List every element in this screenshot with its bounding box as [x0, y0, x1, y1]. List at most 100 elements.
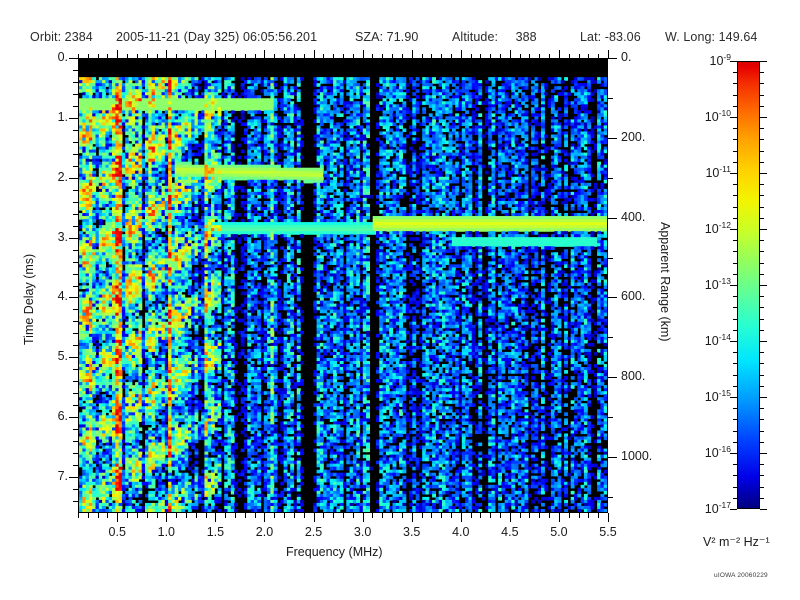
colorbar-tick-major	[760, 453, 767, 454]
colorbar-exponent: -17	[718, 500, 731, 510]
x-tick-minor	[598, 513, 600, 518]
colorbar-tick-minor	[733, 161, 737, 163]
x-tick-label: 5.5	[599, 525, 617, 539]
x-tick-label: 3.0	[353, 525, 372, 539]
x-tick-major	[264, 513, 266, 522]
y-left-tick-minor	[73, 81, 78, 83]
colorbar-tick-minor	[733, 363, 737, 365]
colorbar-tick-minor	[733, 486, 737, 488]
y-right-tick-minor	[608, 97, 613, 99]
colorbar-tick-minor	[733, 72, 737, 74]
x-tick-minor-top	[401, 54, 403, 58]
x-tick-minor-top	[274, 54, 276, 58]
colorbar-tick-minor	[733, 441, 737, 443]
colorbar-tick-minor	[760, 206, 764, 208]
x-tick-minor	[490, 513, 492, 518]
x-tick-major-top	[509, 50, 511, 58]
colorbar-tick-major	[730, 509, 737, 510]
y-right-tick-major	[608, 457, 617, 459]
header-label-sza: SZA:	[355, 30, 384, 44]
x-tick-major	[509, 513, 511, 522]
colorbar-tick-minor	[733, 150, 737, 152]
x-tick-minor	[333, 513, 335, 518]
x-tick-minor-top	[176, 54, 178, 58]
x-tick-minor	[293, 513, 295, 518]
colorbar-tick-minor	[733, 128, 737, 130]
colorbar-tick-major	[730, 117, 737, 118]
y-left-tick-major	[69, 477, 78, 479]
y-left-tick-minor	[73, 273, 78, 275]
colorbar-tick-minor	[760, 307, 764, 309]
x-tick-label: 4.5	[501, 525, 519, 539]
colorbar-tick-major	[760, 117, 767, 118]
y-left-tick-minor	[73, 369, 78, 371]
x-axis-title: Frequency (MHz)	[286, 545, 383, 559]
x-tick-major	[313, 513, 315, 522]
header-field-altitude: Altitude: 388	[452, 30, 537, 44]
colorbar-tick-minor	[760, 251, 764, 253]
colorbar-tick-major	[760, 173, 767, 174]
x-tick-label: 4.0	[452, 525, 470, 539]
colorbar-tick-minor	[733, 352, 737, 354]
colorbar-tick-minor	[733, 94, 737, 96]
colorbar-tick-minor	[760, 352, 764, 354]
colorbar-tick-minor	[733, 475, 737, 477]
x-tick-major-top	[362, 50, 364, 58]
y-left-tick-major	[69, 297, 78, 299]
credit-label: uIOWA 20060229	[714, 572, 768, 579]
x-tick-minor	[107, 513, 109, 518]
colorbar-tick-minor	[733, 497, 737, 499]
x-tick-major	[215, 513, 217, 522]
x-tick-minor	[303, 513, 305, 518]
x-tick-major	[411, 513, 413, 522]
colorbar-tick-minor	[760, 150, 764, 152]
x-tick-minor	[195, 513, 197, 518]
header-value-wlong: 149.64	[718, 30, 758, 44]
header-value-orbit: 2384	[64, 30, 93, 44]
colorbar-tick-major	[730, 453, 737, 454]
x-tick-minor	[450, 513, 452, 518]
x-tick-minor-top	[235, 54, 237, 58]
x-tick-minor	[441, 513, 443, 518]
x-tick-minor	[87, 513, 89, 518]
y-right-tick-label: 800.	[621, 369, 646, 384]
x-tick-minor-top	[421, 54, 423, 58]
colorbar-tick-minor	[760, 161, 764, 163]
x-tick-minor-top	[490, 54, 492, 58]
spectrogram-image	[79, 77, 607, 512]
y-left-tick-major	[69, 417, 78, 419]
y-left-tick-minor	[73, 213, 78, 215]
x-tick-minor-top	[185, 54, 187, 58]
y-right-tick-label: 400.	[621, 209, 646, 224]
x-tick-minor	[235, 513, 237, 518]
colorbar-tick-minor	[760, 195, 764, 197]
colorbar-tick-minor	[760, 329, 764, 331]
y-left-tick-minor	[73, 333, 78, 335]
x-tick-minor-top	[254, 54, 256, 58]
y-left-tick-minor	[73, 453, 78, 455]
x-tick-minor-top	[372, 54, 374, 58]
colorbar-tick-label: 10-17	[669, 500, 731, 516]
y-right-tick-minor	[608, 497, 613, 499]
x-tick-minor	[549, 513, 551, 518]
y-left-tick-minor	[73, 225, 78, 227]
x-tick-major	[117, 513, 119, 522]
ionogram-plot-area	[78, 58, 608, 513]
x-tick-minor-top	[441, 54, 443, 58]
x-tick-minor-top	[303, 54, 305, 58]
colorbar-tick-minor	[733, 251, 737, 253]
colorbar-exponent: -10	[718, 108, 731, 118]
x-tick-minor	[568, 513, 570, 518]
header-field-wlong: W. Long: 149.64	[665, 30, 757, 44]
x-tick-major-top	[411, 50, 413, 58]
y-left-tick-minor	[73, 489, 78, 491]
header-value-altitude: 388	[515, 30, 537, 44]
y-left-tick-minor	[73, 93, 78, 95]
colorbar-tick-major	[760, 229, 767, 230]
colorbar-tick-minor	[733, 195, 737, 197]
colorbar-mantissa: 10	[704, 446, 719, 461]
x-tick-minor	[578, 513, 580, 518]
colorbar-exponent: -16	[718, 444, 731, 454]
x-tick-minor	[529, 513, 531, 518]
